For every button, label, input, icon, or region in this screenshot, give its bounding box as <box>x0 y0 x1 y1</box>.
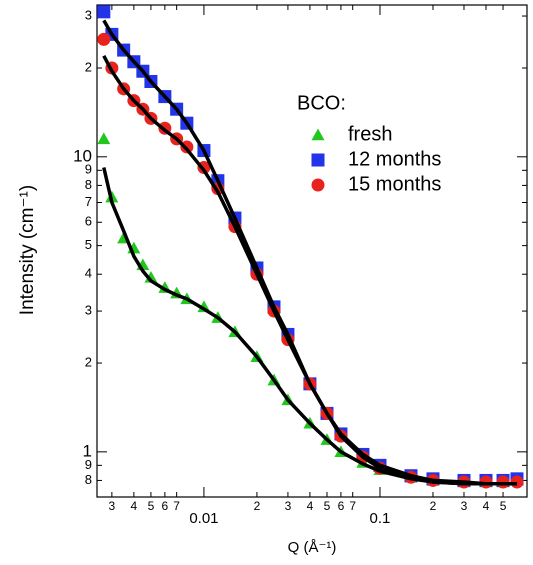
y-tick-label: 5 <box>85 237 92 252</box>
x-axis-label: Q (Å⁻¹) <box>288 539 337 556</box>
x-tick-label: 4 <box>483 499 490 513</box>
y-axis-label: Intensity (cm⁻¹) <box>17 185 38 315</box>
legend-label: 12 months <box>348 148 441 170</box>
point <box>97 132 111 145</box>
x-tick-label: 4 <box>307 499 314 513</box>
y-tick-label: 2 <box>85 354 92 369</box>
point <box>97 32 111 46</box>
x-tick-label: 5 <box>324 499 331 513</box>
x-tick-label: 6 <box>338 499 345 513</box>
y-tick-label: 10 <box>73 146 92 165</box>
point <box>144 270 158 283</box>
y-tick-label: 2 <box>85 59 92 74</box>
x-tick-label: 0.1 <box>370 510 391 527</box>
x-tick-label: 0.01 <box>189 510 218 527</box>
x-tick-label: 3 <box>109 499 116 513</box>
x-tick-label: 7 <box>349 499 356 513</box>
x-tick-label: 5 <box>148 499 155 513</box>
y-tick-label: 9 <box>85 457 92 472</box>
plot-frame <box>96 4 528 498</box>
legend-marker <box>311 128 325 141</box>
y-tick-label: 9 <box>85 162 92 177</box>
x-tick-label: 4 <box>131 499 138 513</box>
point <box>97 5 111 19</box>
y-tick-label: 1 <box>83 441 92 460</box>
x-tick-label: 3 <box>285 499 292 513</box>
legend-label: fresh <box>348 123 392 145</box>
x-tick-label: 6 <box>162 499 169 513</box>
x-tick-label: 7 <box>173 499 180 513</box>
x-tick-label: 5 <box>500 499 507 513</box>
legend-title: BCO: <box>297 92 346 114</box>
fit-line <box>102 167 517 486</box>
y-tick-label: 6 <box>85 214 92 229</box>
x-tick-label: 3 <box>461 499 468 513</box>
fit-line <box>102 19 517 486</box>
legend-label: 15 months <box>348 173 441 195</box>
fit-line <box>102 54 517 486</box>
y-tick-label: 3 <box>85 7 92 22</box>
x-tick-label: 2 <box>430 499 437 513</box>
legend-marker <box>311 153 325 167</box>
y-tick-label: 3 <box>85 303 92 318</box>
legend-marker <box>311 178 325 192</box>
y-tick-label: 8 <box>85 472 92 487</box>
y-tick-label: 4 <box>85 266 92 281</box>
y-tick-label: 8 <box>85 177 92 192</box>
x-tick-label: 2 <box>254 499 261 513</box>
y-tick-label: 7 <box>85 194 92 209</box>
